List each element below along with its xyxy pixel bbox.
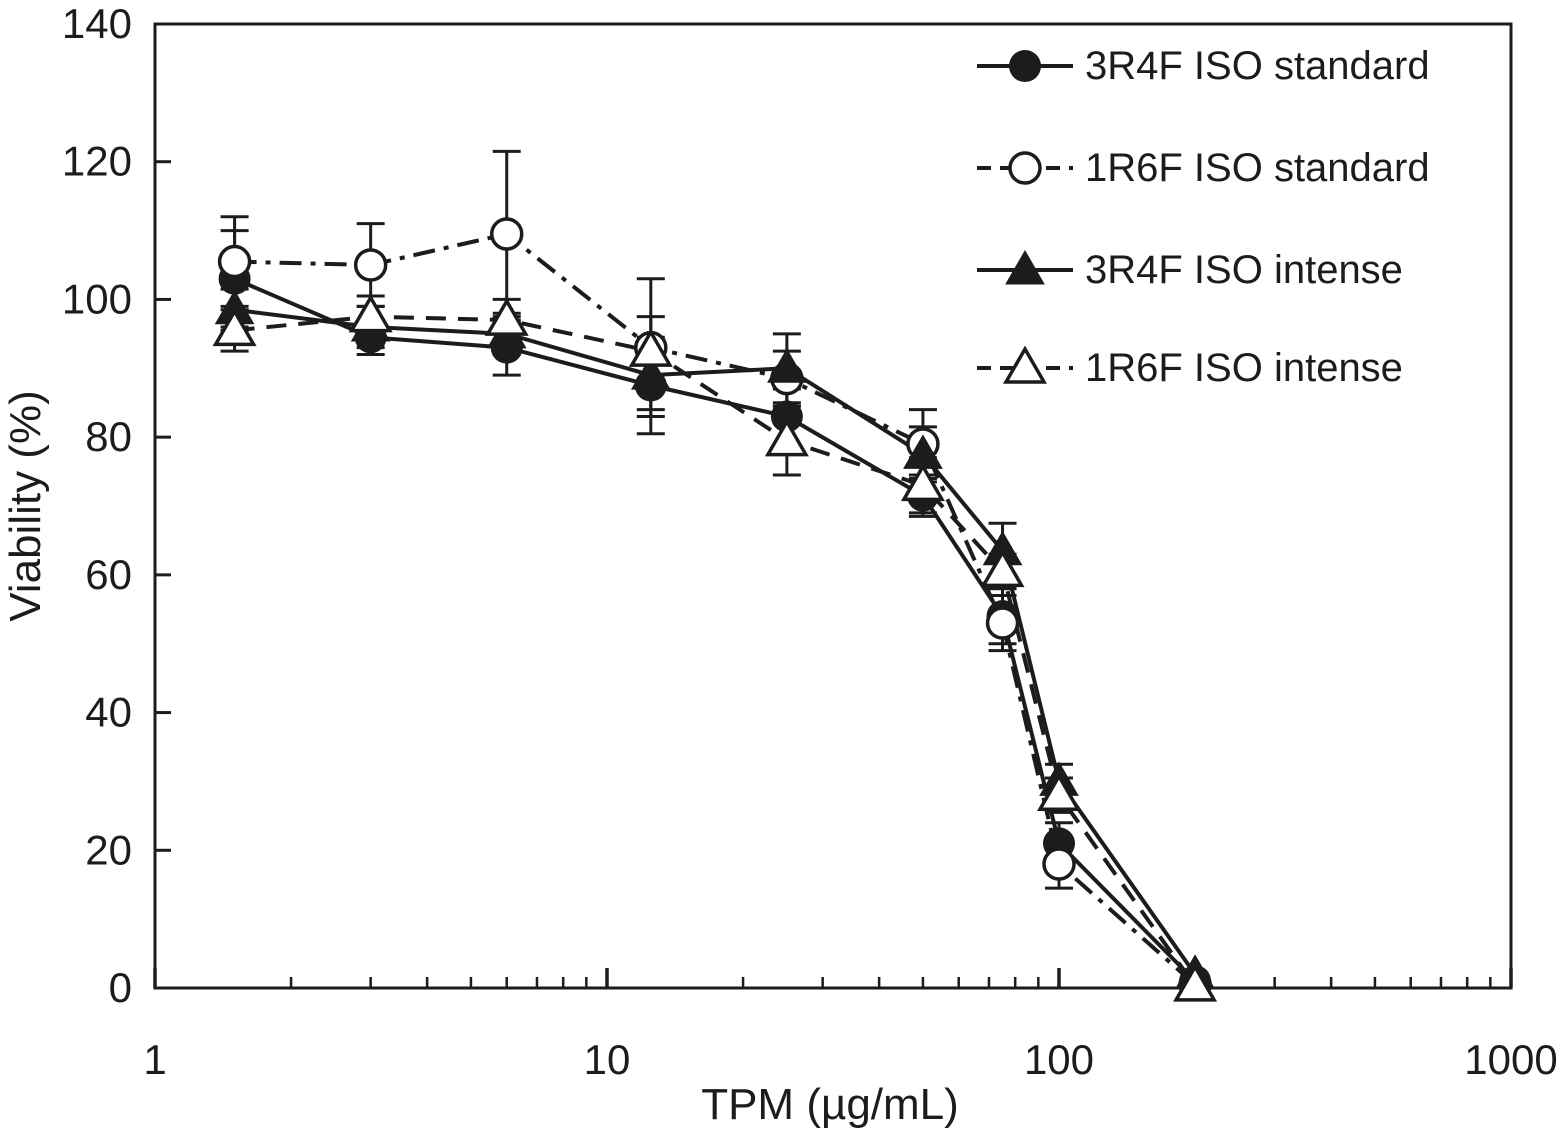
data-point	[1042, 847, 1076, 881]
data-point	[217, 244, 252, 279]
x-tick-label: 1000	[1464, 1036, 1557, 1083]
data-point	[353, 248, 388, 282]
x-tick-label: 10	[584, 1036, 631, 1083]
y-tick-label: 0	[109, 964, 132, 1011]
x-axis-title: TPM (µg/mL)	[701, 1080, 959, 1129]
y-tick-label: 20	[85, 826, 132, 873]
data-point	[484, 297, 529, 336]
data-point	[770, 400, 803, 433]
data-point	[764, 418, 809, 457]
data-point	[348, 294, 393, 333]
y-axis-title: Viability (%)	[1, 390, 50, 622]
plot-border	[153, 22, 1513, 990]
data-point	[1173, 963, 1218, 1002]
error-bars-series-1	[220, 149, 1073, 890]
y-tick-label: 80	[85, 413, 132, 460]
data-point	[980, 548, 1025, 588]
data-point	[212, 307, 257, 347]
data-point	[900, 462, 945, 502]
series-line-3	[234, 314, 1197, 988]
x-tick-label: 100	[1024, 1036, 1094, 1083]
y-tick-label: 100	[62, 275, 132, 322]
y-tick-label: 120	[62, 138, 132, 185]
data-point	[985, 606, 1020, 640]
y-tick-label: 140	[62, 0, 132, 47]
series-markers-3	[212, 294, 1218, 1002]
data-point	[767, 348, 807, 383]
y-tick-label: 40	[85, 689, 132, 736]
data-point	[630, 355, 671, 390]
data-point	[1036, 772, 1082, 811]
data-point	[489, 217, 524, 251]
data-point	[628, 328, 673, 367]
x-tick-label: 1	[143, 1036, 166, 1083]
y-tick-label: 60	[85, 551, 132, 598]
